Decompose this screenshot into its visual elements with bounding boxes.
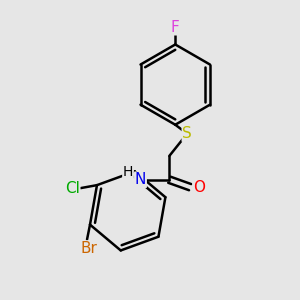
Text: F: F (171, 20, 180, 35)
Text: S: S (182, 126, 192, 141)
Text: Br: Br (80, 241, 97, 256)
Text: O: O (193, 180, 205, 195)
Text: N: N (135, 172, 146, 187)
Text: Cl: Cl (65, 181, 80, 196)
Text: H: H (123, 165, 133, 179)
